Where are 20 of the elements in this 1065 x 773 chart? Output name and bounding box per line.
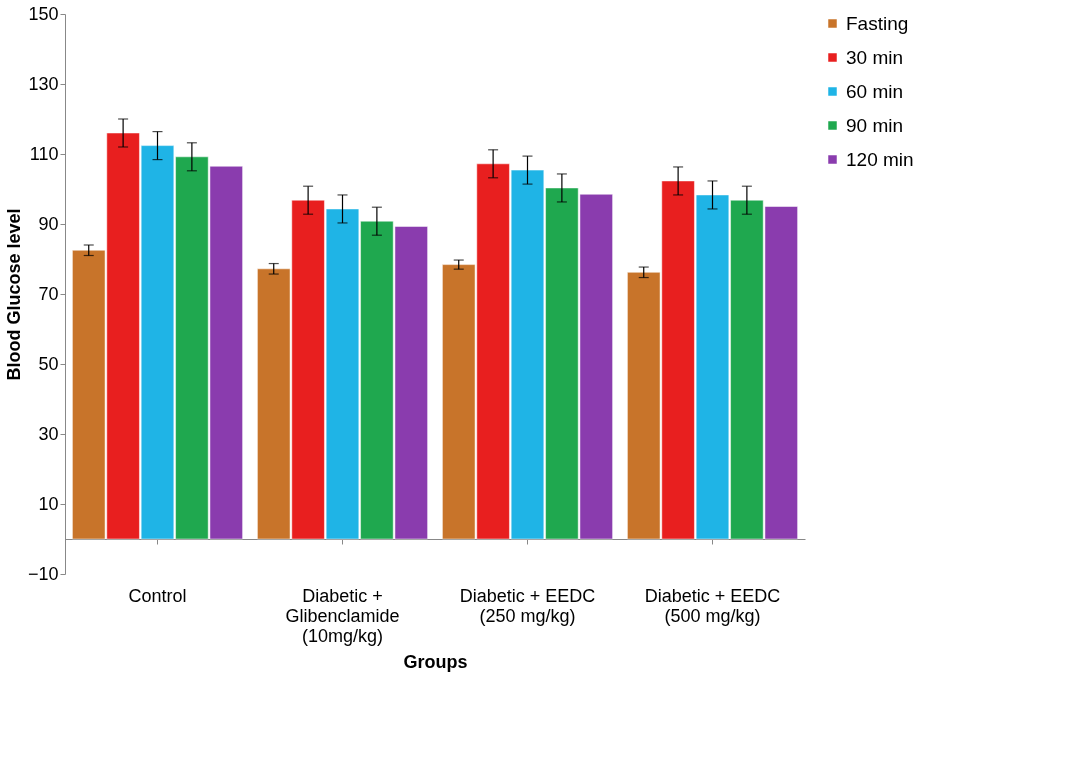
legend-label: 120 min — [846, 148, 914, 170]
x-tick-label: Control — [128, 585, 187, 606]
y-tick-label: 110 — [29, 143, 59, 164]
x-tick-label: Diabetic + EEDC (500 mg/kg) — [644, 585, 781, 626]
legend-label: Fasting — [846, 12, 909, 34]
y-tick-label: 50 — [38, 353, 59, 374]
legend-label: 60 min — [846, 80, 904, 102]
y-tick-label: 10 — [38, 493, 59, 514]
y-tick-label: 150 — [28, 3, 59, 24]
y-tick-label: 90 — [38, 213, 59, 234]
legend-label: 90 min — [846, 114, 904, 136]
legend-label: 30 min — [846, 46, 904, 68]
y-tick-label: 30 — [38, 423, 59, 444]
x-tick-label: Diabetic + EEDC (250 mg/kg) — [459, 585, 596, 626]
y-tick-label: 70 — [38, 283, 59, 304]
x-tick-label: Diabetic + Glibenclamide (10mg/kg) — [285, 585, 400, 646]
y-tick-label: −10 — [27, 563, 59, 584]
x-axis-title: Groups — [403, 651, 468, 672]
y-axis-title: Blood Glucose level — [3, 208, 24, 381]
y-tick-label: 130 — [28, 73, 59, 94]
